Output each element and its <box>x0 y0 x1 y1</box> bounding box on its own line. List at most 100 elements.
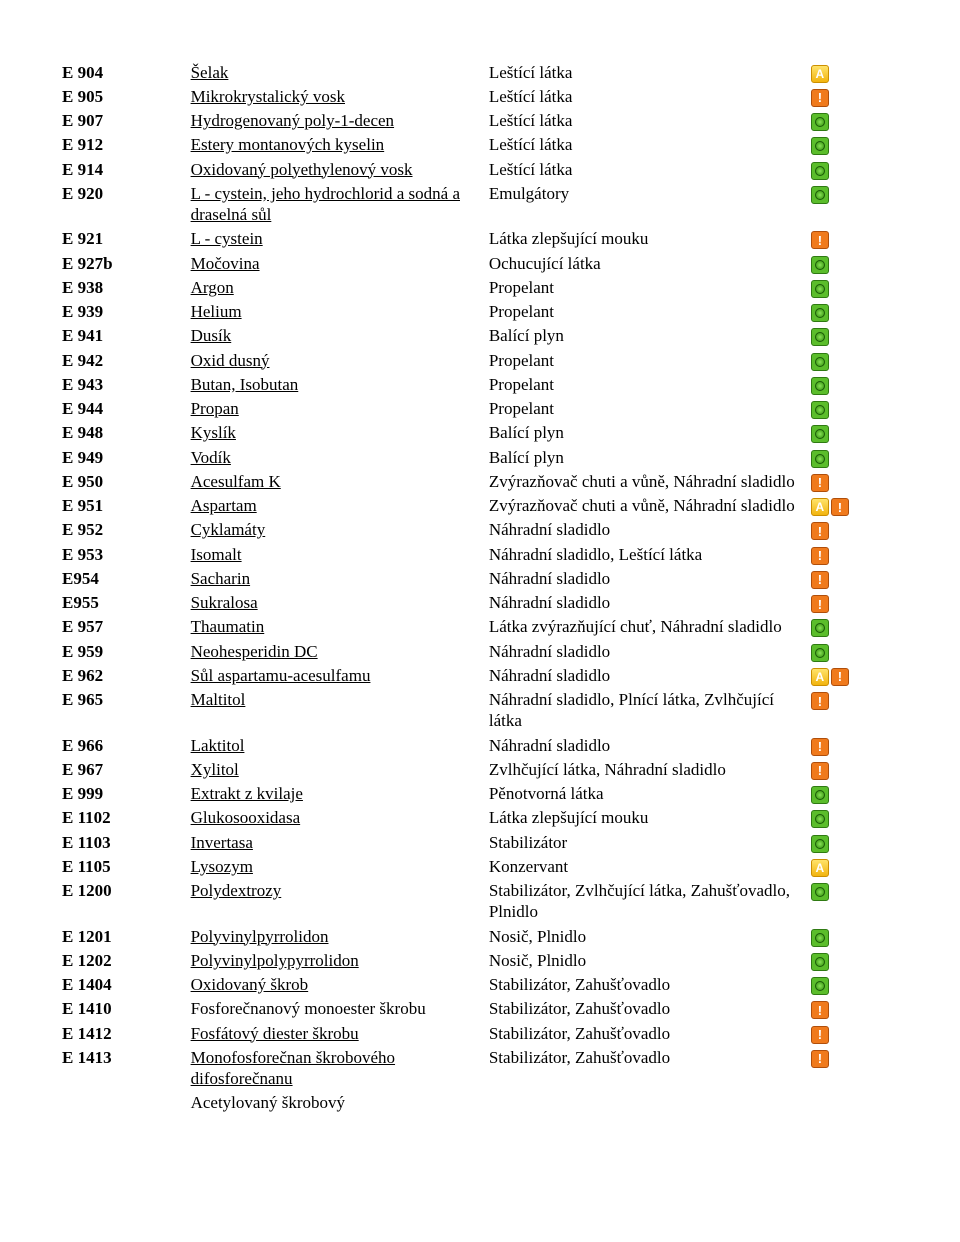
category-cell: Náhradní sladidlo, Leštící látka <box>485 542 807 566</box>
code-cell: E 907 <box>58 109 187 133</box>
icons-cell <box>807 830 902 854</box>
additive-name[interactable]: Thaumatin <box>191 617 265 636</box>
name-cell: Polyvinylpolypyrrolidon <box>187 948 485 972</box>
document-page: E 904ŠelakLeštící látkaE 905Mikrokrystal… <box>0 0 960 1242</box>
green-badge-icon <box>811 328 829 346</box>
additive-name[interactable]: Oxidovaný polyethylenový vosk <box>191 160 413 179</box>
additive-name[interactable]: Mikrokrystalický vosk <box>191 87 345 106</box>
icons-cell <box>807 591 902 615</box>
icons-cell <box>807 60 902 84</box>
table-row: E955SukralosaNáhradní sladidlo <box>58 591 902 615</box>
icons-cell <box>807 348 902 372</box>
category-cell: Balící plyn <box>485 445 807 469</box>
green-badge-icon <box>811 401 829 419</box>
category-cell: Látka zlepšující mouku <box>485 806 807 830</box>
additive-name[interactable]: Glukosooxidasa <box>191 808 301 827</box>
additive-name[interactable]: Extrakt z kvilaje <box>191 784 303 803</box>
table-row: E 967XylitolZvlhčující látka, Náhradní s… <box>58 757 902 781</box>
code-cell: E 1105 <box>58 854 187 878</box>
icons-cell <box>807 757 902 781</box>
additive-name[interactable]: Isomalt <box>191 545 242 564</box>
name-cell: Sukralosa <box>187 591 485 615</box>
additive-name[interactable]: Šelak <box>191 63 229 82</box>
additive-name[interactable]: Fosforečnanový monoester škrobu <box>191 999 426 1018</box>
yellow-badge-icon <box>811 65 829 83</box>
category-cell: Leštící látka <box>485 133 807 157</box>
name-cell: Helium <box>187 300 485 324</box>
name-cell: Acesulfam K <box>187 469 485 493</box>
additive-name[interactable]: Aspartam <box>191 496 257 515</box>
additive-name[interactable]: Monofosforečnan škrobového difosforečnan… <box>191 1048 395 1088</box>
additive-name[interactable]: Argon <box>191 278 234 297</box>
table-row: E 904ŠelakLeštící látka <box>58 60 902 84</box>
icons-cell <box>807 445 902 469</box>
additive-name[interactable]: Invertasa <box>191 833 253 852</box>
orange-badge-icon <box>811 231 829 249</box>
icons-cell <box>807 84 902 108</box>
table-row: E 938ArgonPropelant <box>58 275 902 299</box>
additive-name[interactable]: Sacharin <box>191 569 250 588</box>
code-cell: E 948 <box>58 421 187 445</box>
additive-name[interactable]: Polyvinylpolypyrrolidon <box>191 951 359 970</box>
additive-name[interactable]: Propan <box>191 399 239 418</box>
table-row: E 957ThaumatinLátka zvýrazňující chuť, N… <box>58 615 902 639</box>
name-cell: Laktitol <box>187 733 485 757</box>
additive-name[interactable]: Dusík <box>191 326 232 345</box>
code-cell: E 1404 <box>58 973 187 997</box>
additive-name[interactable]: L - cystein <box>191 229 263 248</box>
code-cell: E 966 <box>58 733 187 757</box>
table-row: E 953IsomaltNáhradní sladidlo, Leštící l… <box>58 542 902 566</box>
additive-name[interactable]: Vodík <box>191 448 231 467</box>
code-cell: E 965 <box>58 688 187 734</box>
additive-name[interactable]: Xylitol <box>191 760 239 779</box>
icons-cell <box>807 948 902 972</box>
table-row: E 1105LysozymKonzervant <box>58 854 902 878</box>
additive-name[interactable]: Polydextrozy <box>191 881 282 900</box>
table-row: E 951AspartamZvýrazňovač chuti a vůně, N… <box>58 494 902 518</box>
code-cell: E 914 <box>58 157 187 181</box>
additive-name[interactable]: Oxidovaný škrob <box>191 975 309 994</box>
name-cell: Sacharin <box>187 566 485 590</box>
additive-name[interactable]: Lysozym <box>191 857 253 876</box>
category-cell: Nosič, Plnidlo <box>485 948 807 972</box>
table-row: Acetylovaný škrobový <box>58 1091 902 1115</box>
additive-name[interactable]: Maltitol <box>191 690 246 709</box>
code-cell: E 927b <box>58 251 187 275</box>
additive-name[interactable]: Fosfátový diester škrobu <box>191 1024 359 1043</box>
additive-name[interactable]: Hydrogenovaný poly-1-decen <box>191 111 394 130</box>
additive-name[interactable]: Estery montanových kyselin <box>191 135 385 154</box>
table-row: E 1412Fosfátový diester škrobuStabilizát… <box>58 1021 902 1045</box>
code-cell: E 999 <box>58 782 187 806</box>
orange-badge-icon <box>811 571 829 589</box>
table-row: E954SacharinNáhradní sladidlo <box>58 566 902 590</box>
additive-name[interactable]: Kyslík <box>191 423 236 442</box>
name-cell: Lysozym <box>187 854 485 878</box>
additive-name[interactable]: Neohesperidin DC <box>191 642 318 661</box>
table-row: E 920L - cystein, jeho hydrochlorid a so… <box>58 181 902 227</box>
additive-name[interactable]: Butan, Isobutan <box>191 375 299 394</box>
name-cell: Mikrokrystalický vosk <box>187 84 485 108</box>
additive-name[interactable]: Oxid dusný <box>191 351 270 370</box>
code-cell: E 939 <box>58 300 187 324</box>
additive-name[interactable]: L - cystein, jeho hydrochlorid a sodná a… <box>191 184 460 224</box>
category-cell: Náhradní sladidlo <box>485 733 807 757</box>
additive-name[interactable]: Sukralosa <box>191 593 258 612</box>
additive-name[interactable]: Acetylovaný škrobový <box>191 1093 345 1112</box>
category-cell: Stabilizátor, Zahušťovadlo <box>485 973 807 997</box>
category-cell: Náhradní sladidlo <box>485 566 807 590</box>
additive-name[interactable]: Močovina <box>191 254 260 273</box>
table-row: E 1410Fosforečnanový monoester škrobuSta… <box>58 997 902 1021</box>
additive-name[interactable]: Polyvinylpyrrolidon <box>191 927 329 946</box>
icons-cell <box>807 421 902 445</box>
name-cell: Monofosforečnan škrobového difosforečnan… <box>187 1045 485 1091</box>
additive-name[interactable]: Laktitol <box>191 736 245 755</box>
additive-name[interactable]: Cyklamáty <box>191 520 266 539</box>
name-cell: Hydrogenovaný poly-1-decen <box>187 109 485 133</box>
additive-name[interactable]: Helium <box>191 302 242 321</box>
table-row: E 949VodíkBalící plyn <box>58 445 902 469</box>
name-cell: Neohesperidin DC <box>187 639 485 663</box>
additive-name[interactable]: Acesulfam K <box>191 472 281 491</box>
green-badge-icon <box>811 280 829 298</box>
additive-name[interactable]: Sůl aspartamu-acesulfamu <box>191 666 371 685</box>
orange-badge-icon <box>811 1026 829 1044</box>
